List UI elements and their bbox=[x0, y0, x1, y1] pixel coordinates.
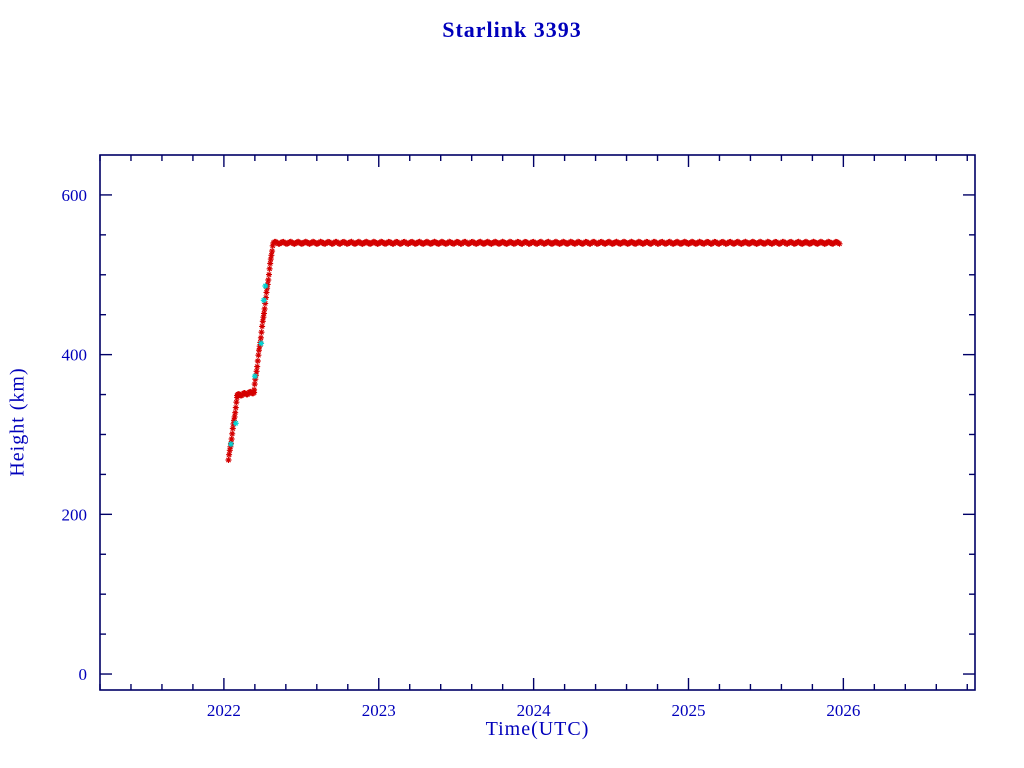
plot-frame bbox=[99, 154, 976, 691]
x-tick-label: 2022 bbox=[207, 701, 241, 720]
chart-title: Starlink 3393 bbox=[442, 17, 582, 42]
y-tick-label: 600 bbox=[62, 186, 88, 205]
x-tick-label: 2023 bbox=[362, 701, 396, 720]
y-tick-label: 0 bbox=[79, 665, 88, 684]
x-tick-label: 2026 bbox=[826, 701, 860, 720]
series-height-red bbox=[225, 238, 843, 463]
x-tick-label: 2024 bbox=[517, 701, 552, 720]
x-axis-label: Time(UTC) bbox=[485, 718, 590, 740]
x-tick-label: 2025 bbox=[671, 701, 705, 720]
series-height-cyan bbox=[227, 283, 269, 448]
y-tick-label: 200 bbox=[62, 505, 88, 524]
y-tick-label: 400 bbox=[62, 346, 88, 365]
